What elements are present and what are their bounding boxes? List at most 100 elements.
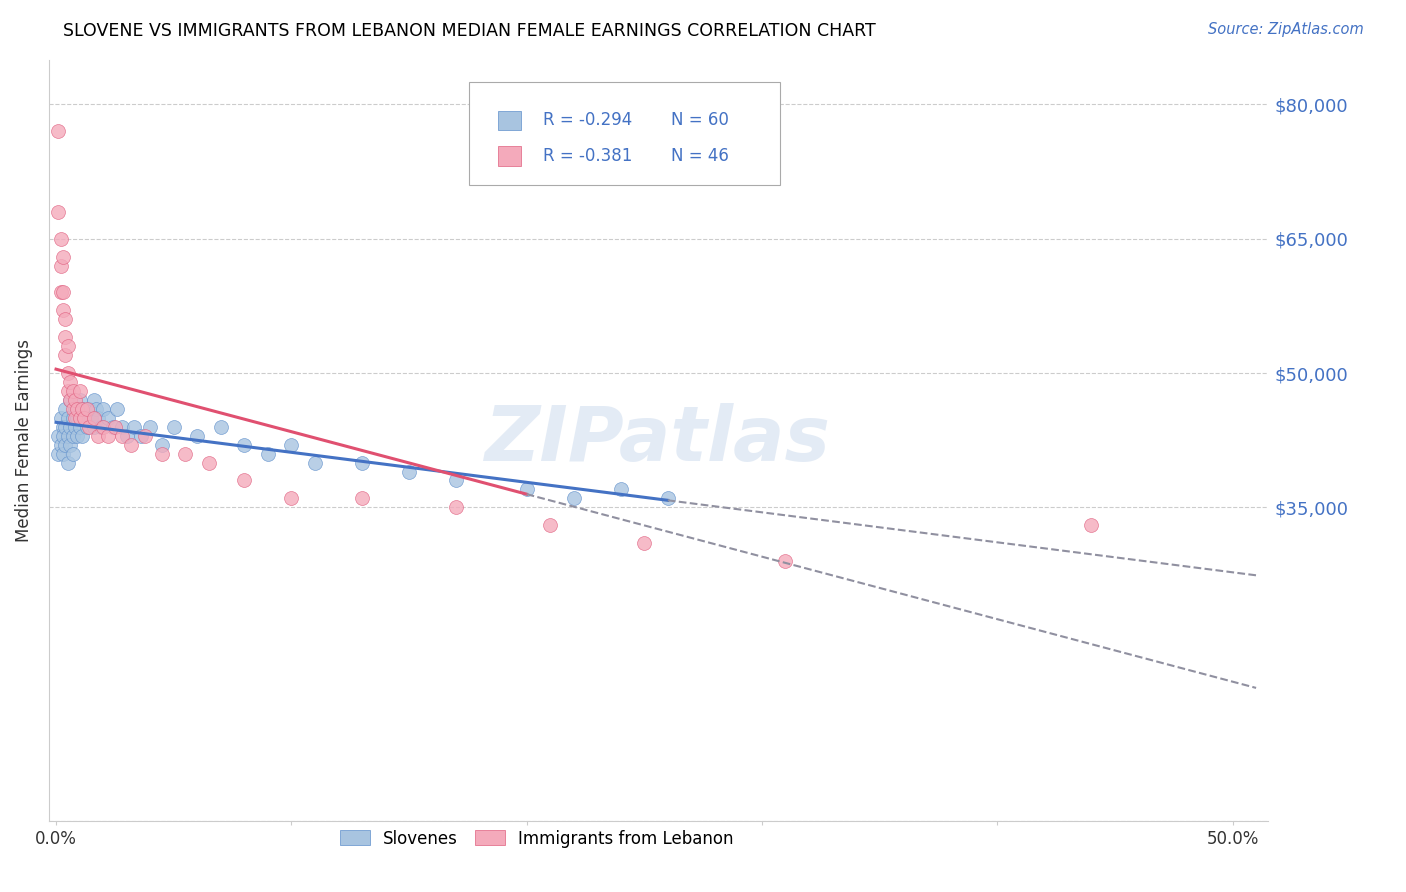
Point <box>73 410 96 425</box>
Point <box>49 232 72 246</box>
Point <box>63 419 86 434</box>
Point <box>87 410 110 425</box>
Point <box>49 410 72 425</box>
Point <box>657 491 679 506</box>
Point <box>48 428 70 442</box>
Point <box>69 392 91 407</box>
Point <box>91 401 114 416</box>
Text: SLOVENE VS IMMIGRANTS FROM LEBANON MEDIAN FEMALE EARNINGS CORRELATION CHART: SLOVENE VS IMMIGRANTS FROM LEBANON MEDIA… <box>63 22 876 40</box>
Point <box>62 447 84 461</box>
Point <box>73 410 96 425</box>
Point <box>66 401 89 416</box>
Point <box>56 410 79 425</box>
FancyBboxPatch shape <box>498 146 522 166</box>
Point <box>52 447 75 461</box>
Point <box>52 250 75 264</box>
Point <box>398 465 420 479</box>
Point <box>444 474 467 488</box>
Point <box>174 447 197 461</box>
Point <box>55 401 77 416</box>
Point <box>56 339 79 353</box>
Point <box>49 438 72 452</box>
Point <box>55 330 77 344</box>
Point <box>70 401 93 416</box>
Point <box>139 419 162 434</box>
Point <box>163 419 186 434</box>
FancyBboxPatch shape <box>470 82 780 186</box>
Point <box>87 428 110 442</box>
Point <box>111 428 134 442</box>
Point <box>304 456 326 470</box>
Point <box>516 483 538 497</box>
Text: N = 60: N = 60 <box>671 112 728 129</box>
Point <box>83 392 105 407</box>
Point <box>56 384 79 398</box>
Point <box>62 384 84 398</box>
Point <box>538 518 561 533</box>
Point <box>66 410 89 425</box>
Point <box>63 410 86 425</box>
Point <box>256 447 278 461</box>
Point <box>63 392 86 407</box>
Point <box>115 428 138 442</box>
Point <box>59 392 82 407</box>
Point <box>69 419 91 434</box>
Point <box>84 401 107 416</box>
Point <box>101 419 124 434</box>
Point <box>233 474 256 488</box>
Point <box>209 419 232 434</box>
Point <box>562 491 585 506</box>
Point <box>280 438 302 452</box>
Point <box>48 204 70 219</box>
Point <box>59 375 82 389</box>
Text: Source: ZipAtlas.com: Source: ZipAtlas.com <box>1208 22 1364 37</box>
Y-axis label: Median Female Earnings: Median Female Earnings <box>15 339 32 541</box>
Point <box>56 366 79 380</box>
Point <box>62 401 84 416</box>
Point <box>150 447 173 461</box>
Point <box>55 438 77 452</box>
Point <box>610 483 633 497</box>
Point <box>52 428 75 442</box>
Point <box>62 428 84 442</box>
Point <box>76 419 98 434</box>
Point <box>350 491 373 506</box>
Point <box>62 410 84 425</box>
Point <box>104 419 127 434</box>
Point <box>80 410 103 425</box>
Point <box>69 384 91 398</box>
Text: ZIPatlas: ZIPatlas <box>485 403 831 477</box>
Point <box>198 456 221 470</box>
Point <box>55 312 77 326</box>
Point <box>1080 518 1102 533</box>
Point <box>48 124 70 138</box>
Text: R = -0.381: R = -0.381 <box>543 147 633 165</box>
Point <box>70 428 93 442</box>
Point <box>76 401 98 416</box>
Point <box>56 428 79 442</box>
Point <box>70 401 93 416</box>
Point <box>52 285 75 300</box>
Point <box>63 401 86 416</box>
Point <box>59 419 82 434</box>
Point <box>91 419 114 434</box>
Text: R = -0.294: R = -0.294 <box>543 112 631 129</box>
Point <box>97 410 120 425</box>
Point <box>105 401 128 416</box>
Point <box>280 491 302 506</box>
Point <box>59 438 82 452</box>
Point <box>120 438 142 452</box>
Point <box>56 456 79 470</box>
Point <box>122 419 145 434</box>
Point <box>150 438 173 452</box>
Point <box>111 419 134 434</box>
Point <box>129 428 152 442</box>
Point <box>90 419 112 434</box>
FancyBboxPatch shape <box>498 111 522 130</box>
Point <box>633 536 655 550</box>
Text: N = 46: N = 46 <box>671 147 728 165</box>
Point <box>233 438 256 452</box>
Point <box>49 259 72 273</box>
Point <box>52 419 75 434</box>
Point <box>49 285 72 300</box>
